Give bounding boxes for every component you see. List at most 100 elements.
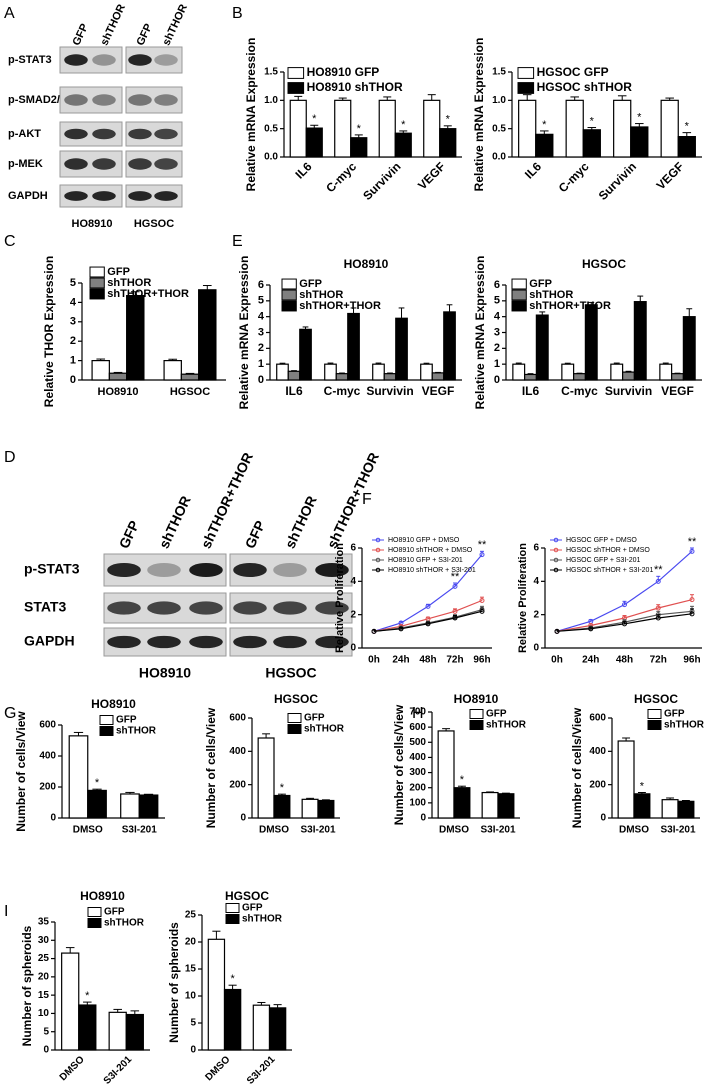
error-bar <box>587 127 597 130</box>
blot-row-label: p-MEK <box>8 158 43 170</box>
blot-band <box>128 158 152 170</box>
y-tick-label: 4 <box>533 576 539 587</box>
chart-title: HGSOC <box>634 692 678 706</box>
y-tick-label: 400 <box>409 752 426 763</box>
legend-swatch <box>281 278 297 290</box>
error-bar <box>291 370 297 372</box>
y-tick-label: 1.0 <box>264 95 278 106</box>
legend-swatch <box>225 903 240 913</box>
legend-label: shTHOR <box>664 720 705 731</box>
y-axis-label: Relative Proliferation <box>334 543 346 653</box>
significance-label: * <box>401 119 406 131</box>
error-bar <box>306 797 315 800</box>
error-bar <box>426 621 430 624</box>
bar <box>223 988 242 1051</box>
legend-marker <box>375 547 381 553</box>
error-bar <box>327 362 334 365</box>
legend-label: HGSOC GFP + DMSO <box>566 537 637 544</box>
blot-band <box>64 94 88 106</box>
y-tick-label: 0 <box>70 374 76 386</box>
x-tick-label: VEGF <box>661 384 694 398</box>
error-bar <box>637 295 644 302</box>
y-tick-label: 400 <box>589 746 606 757</box>
significance-label: * <box>637 111 642 123</box>
legend-marker <box>375 537 381 543</box>
legend-label: shTHOR <box>304 724 345 735</box>
bar <box>443 311 456 381</box>
x-tick-label: DMSO <box>439 825 469 836</box>
y-tick-label: 5 <box>70 277 76 289</box>
y-tick-label: 600 <box>409 722 426 733</box>
error-bar <box>665 97 674 101</box>
bar <box>671 373 684 381</box>
error-bar <box>457 785 466 788</box>
error-bar <box>83 1001 92 1006</box>
significance-label: ** <box>451 571 460 583</box>
bar <box>565 99 584 158</box>
y-axis-label: Number of cells/View <box>570 707 584 828</box>
blot-band <box>154 54 178 66</box>
bar <box>383 373 397 381</box>
y-tick-label: 2 <box>70 335 76 347</box>
y-tick-label: 2 <box>350 609 356 620</box>
x-tick-label: 96h <box>683 655 700 666</box>
blot-band <box>128 94 152 106</box>
y-tick-label: 5 <box>190 1018 196 1029</box>
error-bar <box>540 130 549 135</box>
point <box>554 628 560 634</box>
legend-swatch <box>87 907 102 917</box>
y-tick-label: 0 <box>50 813 56 824</box>
y-tick-label: 600 <box>589 713 606 724</box>
x-tick-label: HO8910 <box>98 386 139 398</box>
legend-label: GFP <box>664 709 685 720</box>
legend-marker <box>375 557 381 563</box>
bar <box>395 317 408 381</box>
error-bar <box>682 132 692 137</box>
bar <box>573 373 586 381</box>
y-axis-label: Number of spheroids <box>20 925 34 1046</box>
error-bar <box>426 616 430 619</box>
bar <box>682 316 696 381</box>
legend-label: shTHOR <box>529 289 573 301</box>
error-bar <box>588 619 593 622</box>
blot-band <box>154 128 178 140</box>
error-bar <box>570 96 579 101</box>
error-bar <box>228 984 237 990</box>
legend-label: shTHOR <box>486 720 527 731</box>
legend-label: shTHOR <box>104 918 145 929</box>
bar <box>289 99 307 158</box>
significance-label: * <box>460 774 465 786</box>
legend-label: shTHOR+THOR <box>299 300 381 312</box>
error-bar <box>130 291 140 296</box>
panel-label: D <box>4 449 16 466</box>
bar <box>431 372 445 381</box>
error-bar <box>212 930 221 940</box>
error-bar <box>423 362 430 365</box>
blot-band <box>92 54 116 66</box>
error-bar <box>354 134 363 138</box>
y-tick-label: 4 <box>494 311 501 323</box>
error-bar <box>426 603 430 607</box>
x-tick-label: Survivin <box>605 384 652 398</box>
y-tick-label: 100 <box>409 797 426 808</box>
y-tick-label: 0 <box>350 643 356 654</box>
bar <box>335 373 349 381</box>
significance-label: * <box>542 119 547 131</box>
error-bar <box>168 358 178 361</box>
blot-band <box>92 128 116 140</box>
bar <box>299 328 312 381</box>
chart-title: HGSOC <box>582 257 626 271</box>
error-bar <box>262 733 271 738</box>
chart-title: HO8910 <box>80 889 125 903</box>
y-tick-label: 1.0 <box>492 95 506 106</box>
bar <box>378 99 396 158</box>
y-tick-label: 1 <box>494 358 500 370</box>
blot-band <box>64 191 88 201</box>
error-bar <box>185 372 195 375</box>
x-tick-label: S3I-201 <box>480 825 515 836</box>
bar <box>257 737 275 819</box>
legend-swatch <box>287 67 305 79</box>
error-bar <box>539 311 546 316</box>
error-bar <box>294 95 303 101</box>
blot-strip <box>125 184 183 208</box>
